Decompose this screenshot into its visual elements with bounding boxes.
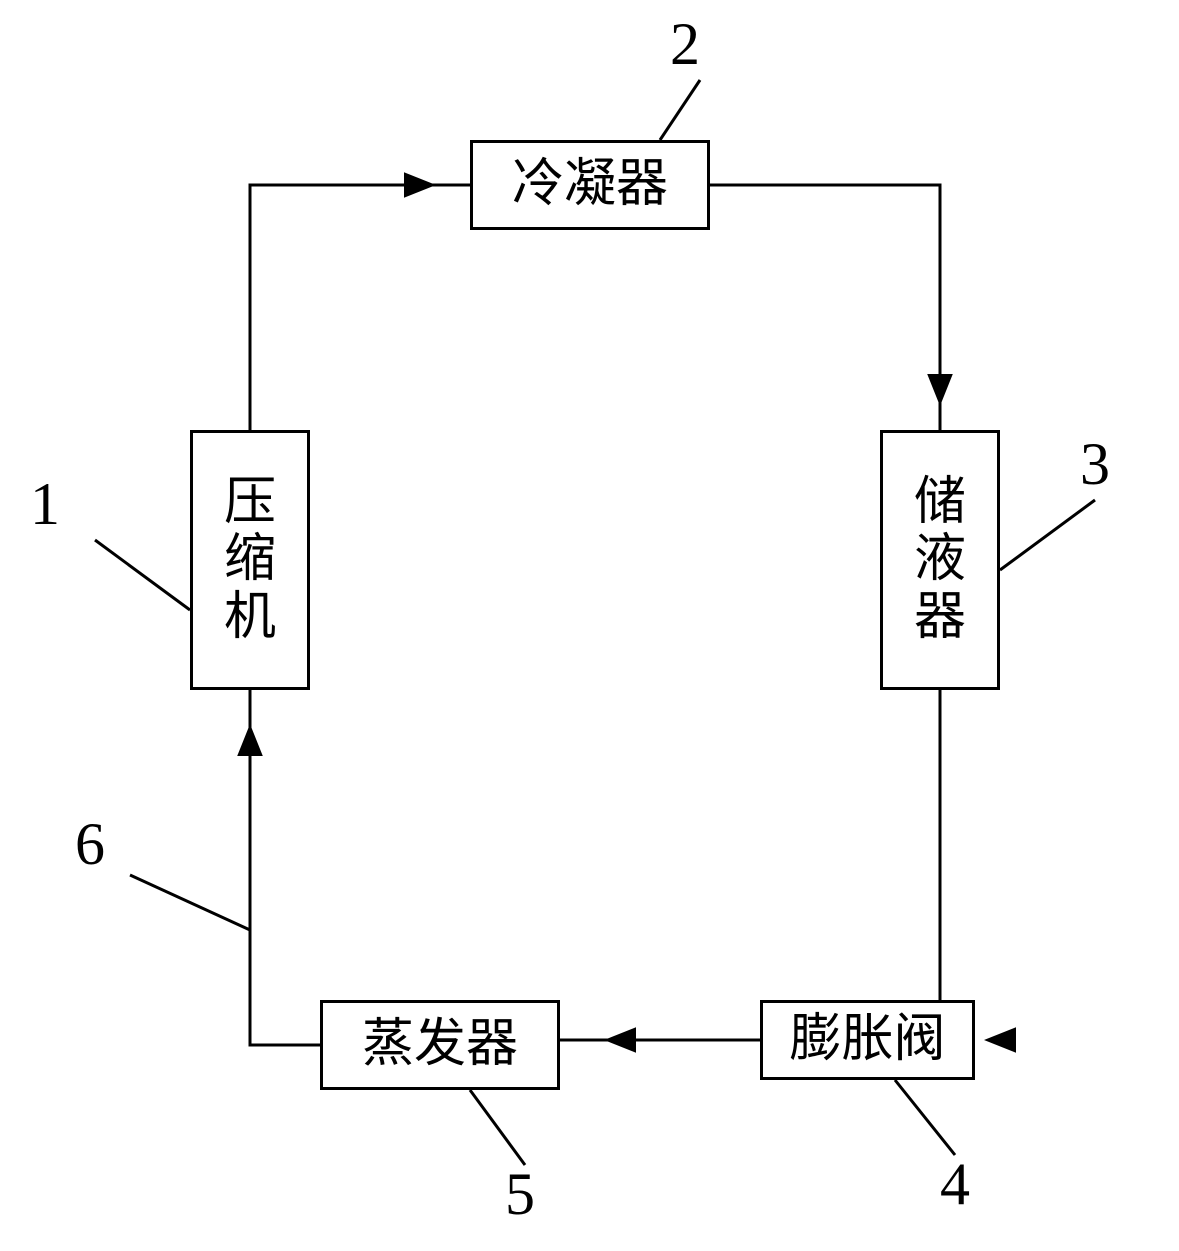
node-evaporator-label: 蒸发器 — [362, 1016, 518, 1073]
callout-label-6: 6 — [75, 810, 105, 879]
callout-label-2: 2 — [670, 10, 700, 79]
node-receiver: 储 液 器 — [880, 430, 1000, 690]
callout-label-5: 5 — [505, 1160, 535, 1229]
node-compressor-label: 压 缩 机 — [224, 474, 276, 646]
callout-label-3: 3 — [1080, 430, 1110, 499]
callout-label-1: 1 — [30, 470, 60, 539]
node-condenser-label: 冷凝器 — [512, 156, 668, 213]
node-compressor: 压 缩 机 — [190, 430, 310, 690]
node-expansion-label: 膨胀阀 — [789, 1011, 945, 1068]
callout-label-4: 4 — [940, 1150, 970, 1219]
node-condenser: 冷凝器 — [470, 140, 710, 230]
node-expansion: 膨胀阀 — [760, 1000, 975, 1080]
refrigeration-cycle-diagram: 压 缩 机 冷凝器 储 液 器 膨胀阀 蒸发器 1 2 3 4 5 6 — [0, 0, 1179, 1251]
node-receiver-label: 储 液 器 — [914, 474, 966, 646]
node-evaporator: 蒸发器 — [320, 1000, 560, 1090]
